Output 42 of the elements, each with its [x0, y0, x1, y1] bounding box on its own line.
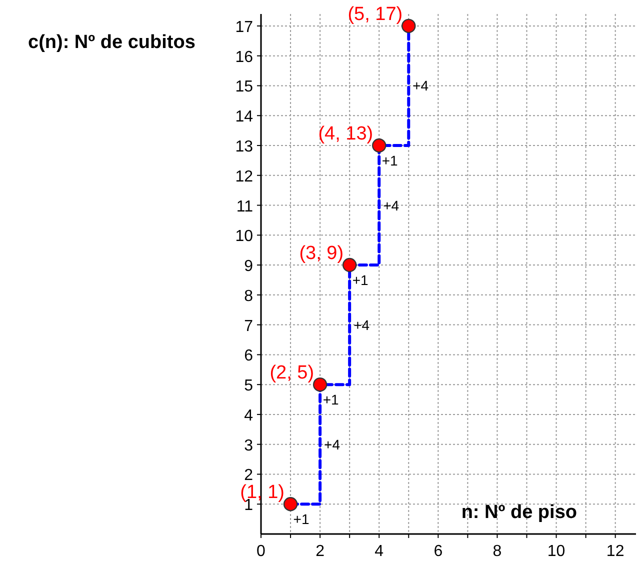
y-tick-label: 7 [244, 318, 254, 335]
annotation: +4 [324, 436, 340, 452]
y-tick-label: 4 [244, 407, 254, 424]
annotation: (3, 9) [299, 243, 344, 264]
x-tick-label: 8 [492, 543, 502, 560]
point [402, 18, 416, 34]
annotation: +1 [382, 152, 398, 168]
annotation: +4 [354, 316, 370, 333]
y-tick-label: 10 [235, 228, 254, 246]
y-tick-label: 9 [244, 258, 254, 276]
x-tick-label: 4 [374, 543, 384, 560]
y-tick-label: 16 [235, 48, 254, 66]
y-tick-label: 3 [244, 437, 254, 454]
y-tick-label: 14 [235, 108, 254, 126]
annotation: +1 [293, 511, 310, 528]
annotation: +1 [322, 392, 340, 408]
x-tick-label: 0 [256, 543, 266, 560]
y-tick-label: 8 [244, 288, 254, 305]
annotation: (2, 5) [270, 362, 314, 384]
x-tick-label: 6 [434, 543, 443, 560]
point [312, 377, 328, 392]
annotation: +1 [352, 272, 369, 288]
annotation: +4 [412, 78, 429, 94]
point [283, 497, 298, 512]
y-tick-label: 2 [244, 467, 254, 484]
point [372, 138, 386, 153]
y-tick-label: 17 [235, 18, 254, 36]
y-tick-label: 15 [235, 78, 254, 96]
annotation: (4, 13) [318, 123, 374, 144]
y-tick-label: 12 [235, 168, 254, 186]
x-tick-label: 12 [606, 543, 624, 560]
x-axis-title: n: Nº de piso [461, 502, 577, 523]
y-tick-label: 5 [244, 378, 254, 395]
annotation: +4 [383, 197, 400, 214]
y-tick-label: 6 [244, 348, 254, 365]
y-axis-title: c(n): Nº de cubitos [28, 32, 196, 53]
point [342, 258, 357, 272]
y-tick-label: 11 [236, 198, 254, 216]
y-tick-label: 13 [235, 138, 254, 156]
annotation: (5, 17) [348, 4, 403, 25]
x-tick-label: 10 [547, 543, 566, 560]
x-tick-label: 2 [316, 543, 325, 560]
